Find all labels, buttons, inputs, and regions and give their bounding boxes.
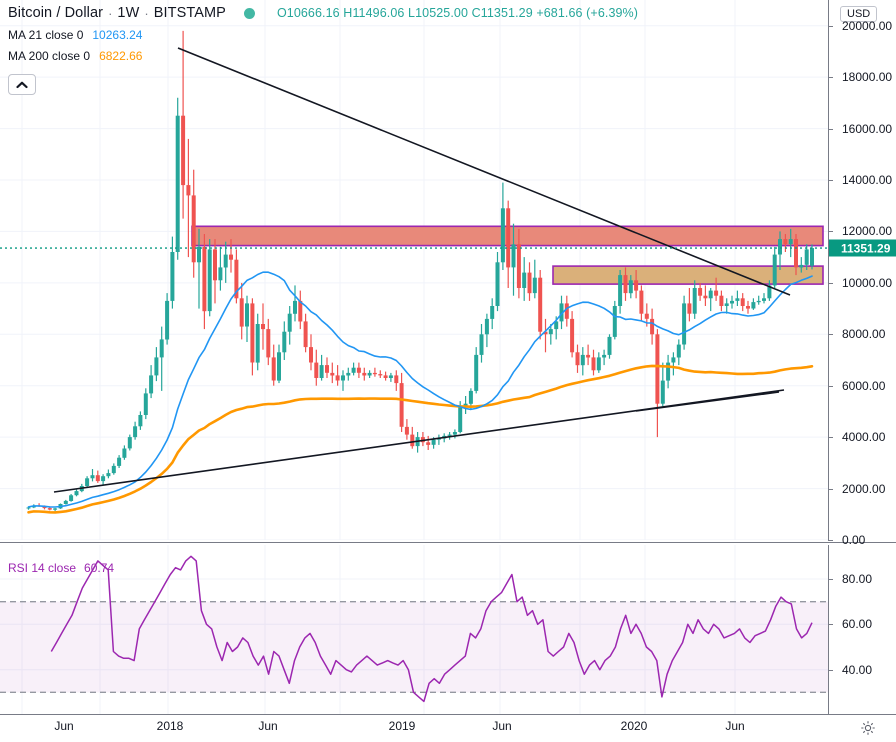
price-tick bbox=[828, 180, 833, 181]
collapse-legend-button[interactable] bbox=[8, 74, 36, 95]
price-tick-label: 10000.00 bbox=[842, 275, 893, 290]
rsi-indicator-pane[interactable]: RSI 14 close 60.74 bbox=[0, 545, 828, 715]
price-tick bbox=[828, 385, 833, 387]
time-axis-divider bbox=[0, 714, 896, 715]
price-tick bbox=[828, 231, 833, 233]
price-tick-label: 2000.00 bbox=[842, 481, 886, 496]
price-chart-canvas[interactable] bbox=[0, 0, 828, 540]
price-tick bbox=[828, 334, 833, 336]
rsi-legend-value: 60.74 bbox=[84, 561, 115, 575]
rsi-tick-label: 60.00 bbox=[842, 617, 873, 632]
pane-divider[interactable] bbox=[0, 542, 896, 543]
time-tick-label: Jun bbox=[54, 719, 74, 733]
price-tick-label: 4000.00 bbox=[842, 430, 886, 445]
price-tick-label: 0.00 bbox=[842, 533, 866, 547]
time-scale[interactable]: Jun 2018 Jun 2019 Jun 2020 Jun bbox=[0, 715, 896, 742]
rsi-scale[interactable]: 80.00 60.00 40.00 bbox=[828, 545, 896, 715]
time-tick-label: Jun bbox=[492, 719, 512, 733]
price-tick bbox=[828, 128, 833, 130]
price-tick bbox=[828, 437, 833, 439]
price-axis-divider bbox=[828, 0, 829, 540]
gear-icon[interactable] bbox=[860, 720, 876, 736]
currency-badge[interactable]: USD bbox=[840, 6, 878, 22]
price-tick-label: 16000.00 bbox=[842, 121, 893, 136]
current-price-badge[interactable]: 11351.29 bbox=[829, 239, 896, 257]
price-tick bbox=[828, 540, 833, 541]
time-tick-label: Jun bbox=[725, 719, 745, 733]
price-tick bbox=[828, 488, 833, 490]
time-tick-label: Jun bbox=[258, 719, 278, 733]
chevron-up-icon bbox=[16, 81, 28, 88]
price-tick-label: 8000.00 bbox=[842, 327, 886, 342]
rsi-legend[interactable]: RSI 14 close 60.74 bbox=[8, 561, 114, 575]
price-tick-label: 12000.00 bbox=[842, 224, 893, 239]
price-tick bbox=[828, 282, 833, 284]
rsi-tick-label: 80.00 bbox=[842, 572, 873, 586]
rsi-tick-label: 40.00 bbox=[842, 662, 873, 677]
price-tick-label: 18000.00 bbox=[842, 70, 893, 85]
price-scale[interactable]: USD 20000.00 18000.00 16000.00 14000.00 1200… bbox=[828, 0, 896, 547]
price-tick bbox=[828, 77, 833, 79]
rsi-chart-canvas[interactable] bbox=[0, 545, 828, 715]
rsi-axis-divider bbox=[828, 545, 829, 715]
time-tick-label: 2019 bbox=[388, 719, 416, 733]
price-chart-pane[interactable] bbox=[0, 0, 828, 540]
rsi-tick bbox=[828, 579, 833, 580]
time-tick-label: 2020 bbox=[620, 719, 648, 733]
rsi-tick bbox=[828, 669, 833, 671]
rsi-tick bbox=[828, 624, 833, 626]
price-tick-label: 20000.00 bbox=[842, 18, 893, 33]
price-tick-label: 14000.00 bbox=[842, 173, 893, 187]
rsi-legend-name: RSI 14 close bbox=[8, 561, 77, 575]
time-tick-label: 2018 bbox=[156, 719, 184, 733]
price-tick-label: 6000.00 bbox=[842, 378, 886, 393]
price-tick bbox=[828, 25, 833, 27]
